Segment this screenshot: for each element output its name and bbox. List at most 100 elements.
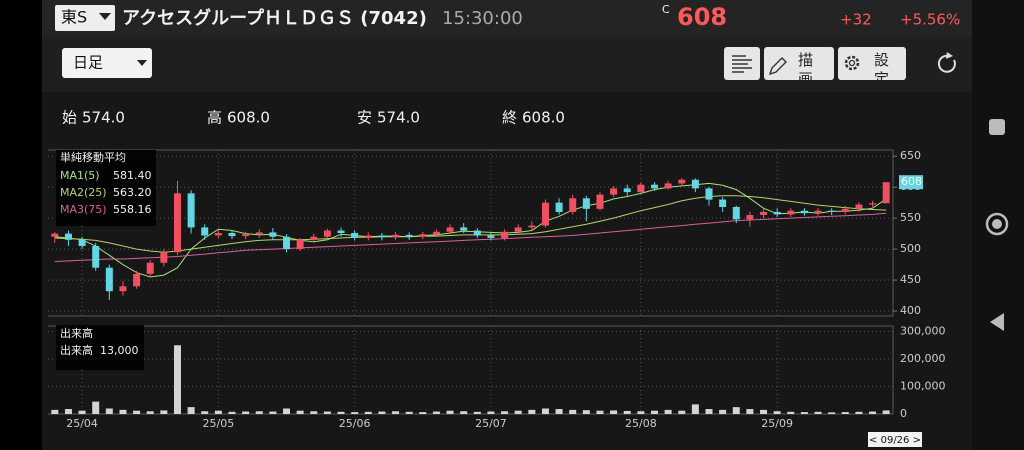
volume-tick-label: 0	[900, 407, 907, 420]
candle-body	[664, 183, 672, 189]
ohlc-label: 始	[62, 109, 77, 127]
ohlc-value: 608.0	[522, 109, 565, 127]
candle-body	[773, 211, 781, 215]
candle-body	[705, 188, 713, 200]
volume-bar	[446, 410, 454, 414]
candle-body	[310, 236, 318, 240]
candle-body	[51, 233, 59, 237]
gear-icon	[844, 55, 860, 71]
candle-body	[528, 225, 536, 228]
candle-body	[501, 231, 509, 238]
y-tick-label: 400	[900, 304, 921, 317]
volume-bar	[828, 412, 836, 414]
volume-bar	[160, 410, 168, 414]
ma-legend-name: MA3(75)	[60, 203, 107, 216]
candle-body	[855, 204, 863, 209]
x-tick-label: 25/09	[761, 417, 793, 430]
settings-button[interactable]	[838, 47, 906, 80]
gear-center	[848, 59, 856, 67]
exchange-dropdown[interactable]	[55, 5, 115, 31]
candle-body	[514, 227, 522, 232]
volume-bar	[719, 409, 727, 414]
candle-body	[582, 198, 590, 209]
change: +32	[840, 11, 872, 29]
volume-bar	[214, 410, 222, 414]
ma-legend-name: MA2(25)	[60, 186, 107, 199]
volume-bar	[814, 411, 822, 414]
draw-button[interactable]	[764, 47, 834, 80]
candle-body	[351, 233, 359, 238]
period: 日足	[73, 54, 103, 72]
volume-bar	[133, 410, 141, 414]
volume-bar	[664, 409, 672, 414]
volume-bar	[869, 411, 877, 414]
volume-bar	[105, 408, 113, 414]
volume-bar	[242, 411, 250, 414]
volume-legend-title: 出来高	[60, 326, 93, 340]
candle-body	[569, 198, 577, 212]
candle-body	[419, 234, 427, 237]
volume-bar	[596, 410, 604, 414]
volume-bar	[555, 409, 563, 414]
candle-body	[296, 239, 304, 250]
ma-legend-title: 単純移動平均	[60, 150, 126, 164]
volume-bar	[746, 409, 754, 414]
ma-legend-value: 558.16	[113, 203, 152, 216]
volume-bar	[691, 404, 699, 414]
candle-body	[201, 227, 209, 236]
ma-line	[54, 195, 887, 253]
y-tick-label: 550	[900, 211, 921, 224]
volume-tick-label: 100,000	[900, 380, 946, 393]
volume-bar	[569, 409, 577, 414]
indicator-icon	[732, 55, 752, 73]
candle-body	[473, 230, 481, 236]
volume-bar	[201, 411, 209, 414]
x-tick-label: 25/04	[66, 417, 98, 430]
volume-bar	[623, 410, 631, 414]
nav-recent[interactable]	[989, 119, 1005, 135]
candle-body	[882, 182, 890, 204]
nav-home[interactable]	[985, 212, 1009, 236]
period-dropdown[interactable]	[62, 48, 152, 78]
candle-body	[255, 232, 263, 235]
candle-body	[133, 273, 141, 287]
nav-back[interactable]	[990, 313, 1004, 331]
nav-home-dot	[992, 219, 1002, 229]
candle-body	[869, 203, 877, 205]
candle-body	[173, 193, 181, 253]
volume-bar	[310, 411, 318, 414]
volume-bar	[351, 412, 359, 414]
volume-legend-name: 出来高	[60, 343, 93, 357]
volume-bar	[855, 411, 863, 414]
candle-body	[623, 188, 631, 193]
volume-bar	[841, 412, 849, 414]
candle-body	[596, 194, 604, 209]
price: 608	[677, 3, 727, 31]
candle-body	[487, 235, 495, 238]
volume-bar	[337, 411, 345, 414]
candle-body	[541, 202, 549, 226]
candle-body	[78, 239, 86, 247]
volume-bar	[283, 408, 291, 414]
ma-legend-value: 581.40	[113, 169, 152, 182]
candle-body	[814, 210, 822, 214]
candle-body	[650, 184, 658, 189]
refresh-icon[interactable]	[937, 54, 956, 73]
volume-bar	[514, 410, 522, 414]
candle-body	[760, 211, 768, 216]
ohlc-label: 終	[502, 109, 517, 127]
volume-bar	[187, 407, 195, 414]
candle-body	[746, 215, 754, 220]
top-bar	[42, 0, 972, 37]
candle-body	[119, 286, 127, 292]
candle-body	[555, 202, 563, 212]
volume-bar	[637, 411, 645, 414]
candle-body	[678, 179, 686, 184]
volume-bar	[51, 409, 59, 414]
ma-legend-value: 563.20	[113, 186, 152, 199]
volume-tick-label: 200,000	[900, 352, 946, 365]
last-price-label: 608	[901, 175, 922, 188]
x-tick-label: 25/07	[475, 417, 507, 430]
volume-bar	[378, 411, 386, 414]
volume-bar	[269, 411, 277, 414]
